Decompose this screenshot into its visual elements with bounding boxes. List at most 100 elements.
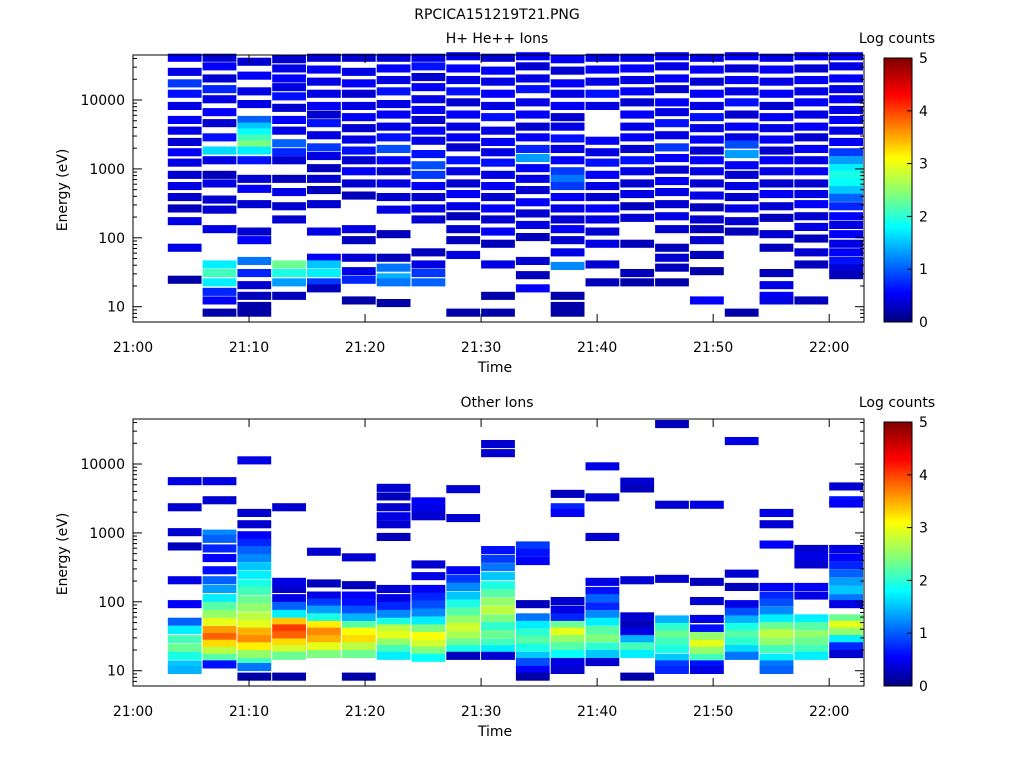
- heatmap-cell: [341, 236, 376, 245]
- heatmap-cell: [411, 248, 446, 257]
- heatmap-cell: [272, 215, 306, 224]
- heatmap-cell: [655, 74, 689, 83]
- heatmap-cell: [550, 193, 585, 202]
- heatmap-cell: [411, 193, 446, 202]
- heatmap-cell: [481, 572, 515, 581]
- heatmap-cell: [550, 620, 585, 629]
- x-axis-label: Time: [477, 724, 512, 740]
- heatmap-cell: [307, 642, 341, 651]
- heatmap-cell: [585, 642, 620, 651]
- heatmap-cell: [237, 281, 272, 290]
- heatmap-cell: [307, 635, 341, 644]
- heatmap-cell: [515, 541, 550, 550]
- heatmap-cell: [376, 631, 411, 640]
- heatmap-cell: [550, 613, 585, 622]
- heatmap-cell: [481, 581, 515, 590]
- heatmap-cell: [481, 630, 515, 639]
- heatmap-cell: [690, 77, 724, 86]
- heatmap-cell: [376, 156, 411, 165]
- heatmap-cell: [446, 225, 481, 234]
- heatmap-cell: [759, 156, 794, 165]
- heatmap-cell: [794, 167, 829, 176]
- heatmap-cell: [620, 133, 655, 142]
- heatmap-cell: [515, 74, 550, 83]
- heatmap-cell: [202, 576, 237, 585]
- heatmap-cell: [446, 98, 481, 107]
- heatmap-cell: [585, 193, 620, 202]
- x-tick-label: 22:00: [809, 340, 849, 356]
- x-tick-label: 21:00: [113, 704, 153, 720]
- heatmap-cell: [690, 653, 724, 662]
- heatmap-cell: [829, 74, 863, 83]
- heatmap-cell: [202, 179, 237, 188]
- heatmap-cell: [759, 665, 794, 674]
- heatmap-cell: [237, 100, 272, 109]
- colorbar-tick-label: 2: [919, 573, 928, 589]
- heatmap-cell: [167, 542, 202, 551]
- heatmap-cell: [759, 606, 794, 615]
- heatmap-cell: [237, 134, 272, 143]
- heatmap-cell: [655, 98, 689, 107]
- heatmap-cell: [237, 579, 272, 588]
- heatmap-cell: [307, 620, 341, 629]
- heatmap-cell: [481, 66, 515, 75]
- heatmap-cell: [829, 95, 863, 104]
- heatmap-cell: [167, 53, 202, 62]
- heatmap-cell: [620, 87, 655, 96]
- heatmap-cell: [272, 651, 306, 660]
- heatmap-cell: [202, 296, 237, 305]
- heatmap-cell: [341, 642, 376, 651]
- heatmap-cell: [550, 122, 585, 131]
- heatmap-cell: [376, 584, 411, 593]
- heatmap-cell: [829, 620, 863, 629]
- colorbar-tick-label: 4: [919, 468, 928, 484]
- colorbar-tick-label: 0: [919, 679, 928, 695]
- heatmap-cell: [202, 133, 237, 142]
- heatmap-cell: [620, 278, 655, 287]
- heatmap-cell: [690, 665, 724, 674]
- heatmap-cell: [829, 264, 863, 273]
- heatmap-cell: [585, 532, 620, 541]
- heatmap-cell: [620, 98, 655, 107]
- heatmap-cell: [307, 598, 341, 607]
- axes: 21:00 21:10 21:20 21:30 21:40 21:50 22:00 10 100…: [80, 419, 864, 720]
- heatmap-cell: [272, 503, 306, 512]
- heatmap-cell: [794, 190, 829, 199]
- heatmap-cell: [237, 57, 272, 66]
- heatmap-cell: [794, 234, 829, 243]
- heatmap-cell: [481, 227, 515, 236]
- heatmap-cell: [376, 253, 411, 262]
- heatmap-cell: [167, 635, 202, 644]
- heatmap-cell: [759, 230, 794, 239]
- heatmap-cell: [446, 308, 481, 317]
- heatmap-cell: [515, 672, 550, 681]
- heatmap-cell: [411, 497, 446, 506]
- heatmap-cell: [515, 548, 550, 557]
- heatmap-cell: [829, 212, 863, 221]
- heatmap-cell: [481, 563, 515, 572]
- heatmap-cell: [481, 148, 515, 157]
- heatmap-cell: [411, 624, 446, 633]
- heatmap-cell: [237, 156, 272, 165]
- heatmap-cell: [167, 148, 202, 157]
- heatmap-cell: [655, 665, 689, 674]
- heatmap-cell: [585, 602, 620, 611]
- heatmap-cell: [794, 64, 829, 73]
- heatmap-cell: [759, 614, 794, 623]
- heatmap-cell: [655, 660, 689, 669]
- heatmap-cell: [237, 122, 272, 131]
- heatmap-cell: [759, 202, 794, 211]
- heatmap-cell: [376, 492, 411, 501]
- heatmap-cell: [307, 101, 341, 110]
- heatmap-cell: [202, 269, 237, 278]
- heatmap-cell: [167, 67, 202, 76]
- heatmap-cell: [759, 520, 794, 529]
- heatmap-cell: [272, 103, 306, 112]
- heatmap-cell: [237, 291, 272, 300]
- colorbar-tick-label: 1: [919, 626, 928, 642]
- heatmap-cell: [307, 110, 341, 119]
- heatmap-cell: [550, 167, 585, 176]
- heatmap-cell: [515, 209, 550, 218]
- x-tick-label: 21:10: [229, 704, 269, 720]
